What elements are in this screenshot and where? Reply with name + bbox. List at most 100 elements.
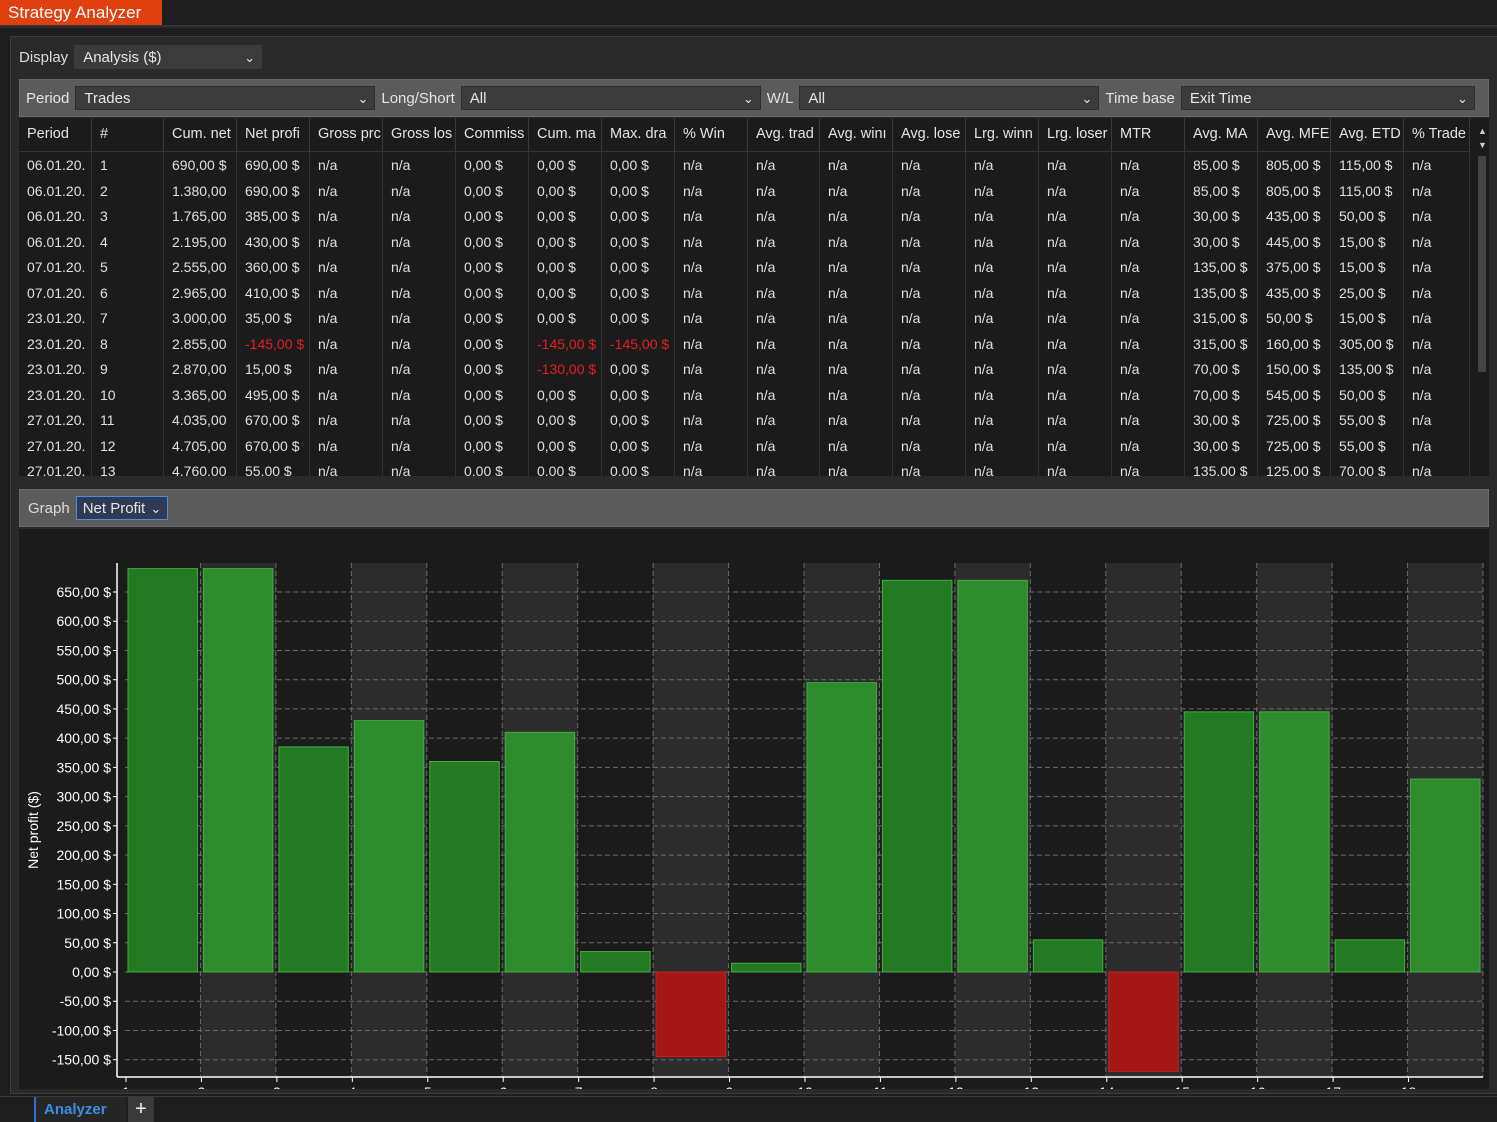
- table-cell: 0,00 $: [602, 255, 675, 281]
- scrollbar-thumb[interactable]: [1478, 156, 1486, 372]
- table-cell: n/a: [1404, 178, 1470, 204]
- time-base-select[interactable]: Exit Time ⌄: [1180, 86, 1475, 110]
- table-row[interactable]: 23.01.20. 9 2.870,00 15,00 $ n/a n/a 0,00 $ -13…: [19, 357, 1470, 383]
- table-row[interactable]: 27.01.20. 11 4.035,00 670,00 $ n/a n/a 0,00 $0…: [19, 408, 1470, 434]
- column-header[interactable]: % Win: [675, 118, 748, 151]
- scroll-up-icon[interactable]: ▲: [1478, 126, 1487, 136]
- y-tick-label: -150,00 $: [52, 1052, 111, 1068]
- table-row[interactable]: 23.01.20. 7 3.000,00 35,00 $ n/a n/a 0,00 $0,0…: [19, 306, 1470, 332]
- long-short-select[interactable]: All ⌄: [460, 86, 761, 110]
- table-cell: n/a: [675, 204, 748, 230]
- x-tick-label: 13: [1024, 1084, 1040, 1089]
- table-cell: 23.01.20.: [19, 331, 92, 357]
- table-cell: n/a: [1112, 433, 1185, 459]
- column-header[interactable]: Lrg. winn: [966, 118, 1039, 151]
- table-cell: n/a: [893, 382, 966, 408]
- column-header[interactable]: Period: [19, 118, 92, 151]
- table-cell: n/a: [1404, 280, 1470, 306]
- display-select[interactable]: Analysis ($) ⌄: [74, 45, 263, 69]
- column-header[interactable]: Avg. MA: [1185, 118, 1258, 151]
- table-cell: 670,00 $: [237, 433, 310, 459]
- table-cell: n/a: [383, 153, 456, 179]
- table-row[interactable]: 06.01.20. 2 1.380,00 690,00 $ n/a n/a 0,00 $0,…: [19, 178, 1470, 204]
- table-cell: 115,00 $: [1331, 153, 1404, 179]
- table-cell: n/a: [1039, 331, 1112, 357]
- table-cell: n/a: [675, 306, 748, 332]
- column-header[interactable]: Avg. trad: [748, 118, 820, 151]
- table-cell: 6: [92, 280, 164, 306]
- table-cell: 0,00 $: [456, 204, 529, 230]
- table-cell: n/a: [1404, 459, 1470, 476]
- scroll-down-icon[interactable]: ▼: [1478, 140, 1487, 150]
- table-cell: 0,00 $: [456, 433, 529, 459]
- table-cell: n/a: [748, 331, 820, 357]
- table-cell: 0,00 $: [529, 459, 602, 476]
- table-row[interactable]: 27.01.20. 13 4.760,00 55,00 $ n/a n/a 0,00 $0,…: [19, 459, 1470, 476]
- table-cell: n/a: [310, 153, 383, 179]
- table-cell: 410,00 $: [237, 280, 310, 306]
- column-header[interactable]: Avg. winı: [820, 118, 893, 151]
- table-cell: n/a: [820, 204, 893, 230]
- column-header[interactable]: Max. dra: [602, 118, 675, 151]
- column-header[interactable]: % Trade: [1404, 118, 1470, 151]
- table-row[interactable]: 07.01.20. 5 2.555,00 360,00 $ n/a n/a 0,00 $0,…: [19, 255, 1470, 281]
- table-cell: 0,00 $: [456, 408, 529, 434]
- graph-select[interactable]: Net Profit ⌄: [75, 496, 169, 520]
- table-cell: 805,00 $: [1258, 178, 1331, 204]
- column-header[interactable]: Avg. MFE: [1258, 118, 1331, 151]
- table-cell: 27.01.20.: [19, 408, 92, 434]
- table-cell: n/a: [1112, 178, 1185, 204]
- table-row[interactable]: 06.01.20. 4 2.195,00 430,00 $ n/a n/a 0,00 $0,…: [19, 229, 1470, 255]
- table-cell: n/a: [383, 459, 456, 476]
- table-cell: 160,00 $: [1258, 331, 1331, 357]
- table-row[interactable]: 06.01.20. 1 690,00 $690,00 $ n/a n/a 0,00 $0,…: [19, 153, 1470, 179]
- column-header[interactable]: Avg. lose: [893, 118, 966, 151]
- table-cell: n/a: [1039, 229, 1112, 255]
- column-header[interactable]: Lrg. loser: [1039, 118, 1112, 151]
- table-row[interactable]: 23.01.20. 10 3.365,00 495,00 $ n/a n/a 0,00 $0…: [19, 382, 1470, 408]
- bottom-tab-bar: Analyzer +: [0, 1096, 1497, 1122]
- table-cell: 0,00 $: [602, 178, 675, 204]
- app-title-tab[interactable]: Strategy Analyzer: [0, 0, 162, 25]
- table-cell: 07.01.20.: [19, 255, 92, 281]
- table-header: Period # Cum. net Net profi Gross prc Gross l…: [19, 118, 1470, 152]
- period-label: Period: [26, 89, 70, 107]
- table-cell: n/a: [966, 204, 1039, 230]
- column-header[interactable]: Cum. ma: [529, 118, 602, 151]
- table-cell: 12: [92, 433, 164, 459]
- column-header[interactable]: Gross los: [383, 118, 456, 151]
- time-base-select-value: Exit Time: [1189, 90, 1252, 107]
- table-cell: n/a: [310, 204, 383, 230]
- add-tab-button[interactable]: +: [128, 1097, 154, 1122]
- graph-select-value: Net Profit: [82, 500, 146, 517]
- table-scrollbar[interactable]: ▲ ▼: [1475, 118, 1489, 476]
- table-cell: 360,00 $: [237, 255, 310, 281]
- y-tick-label: 350,00 $: [57, 759, 112, 775]
- column-header[interactable]: #: [92, 118, 164, 151]
- table-row[interactable]: 07.01.20. 6 2.965,00 410,00 $ n/a n/a 0,00 $0,…: [19, 280, 1470, 306]
- table-cell: n/a: [310, 382, 383, 408]
- column-header[interactable]: MTR: [1112, 118, 1185, 151]
- table-row[interactable]: 27.01.20. 12 4.705,00 670,00 $ n/a n/a 0,00 $0…: [19, 433, 1470, 459]
- tab-analyzer[interactable]: Analyzer: [34, 1097, 126, 1122]
- column-header[interactable]: Gross prc: [310, 118, 383, 151]
- table-cell: n/a: [893, 280, 966, 306]
- y-tick-label: 150,00 $: [57, 876, 112, 892]
- table-cell: 4.705,00: [164, 433, 237, 459]
- table-cell: n/a: [1039, 204, 1112, 230]
- column-header[interactable]: Avg. ETD: [1331, 118, 1404, 151]
- column-header[interactable]: Commiss: [456, 118, 529, 151]
- table-cell: 13: [92, 459, 164, 476]
- table-cell: 0,00 $: [456, 331, 529, 357]
- period-select[interactable]: Trades ⌄: [75, 86, 376, 110]
- wl-select[interactable]: All ⌄: [799, 86, 1100, 110]
- filter-bar: Period Trades ⌄ Long/Short All ⌄ W/L All…: [19, 79, 1489, 117]
- table-cell: n/a: [820, 280, 893, 306]
- table-row[interactable]: 06.01.20. 3 1.765,00 385,00 $ n/a n/a 0,00 $0,…: [19, 204, 1470, 230]
- table-cell: n/a: [893, 433, 966, 459]
- column-header[interactable]: Cum. net: [164, 118, 237, 151]
- table-row[interactable]: 23.01.20. 8 2.855,00 -145,00 $ n/a n/a 0,00 $ -…: [19, 331, 1470, 357]
- y-tick-label: 0,00 $: [72, 964, 111, 980]
- y-tick-label: 200,00 $: [57, 847, 112, 863]
- column-header[interactable]: Net profi: [237, 118, 310, 151]
